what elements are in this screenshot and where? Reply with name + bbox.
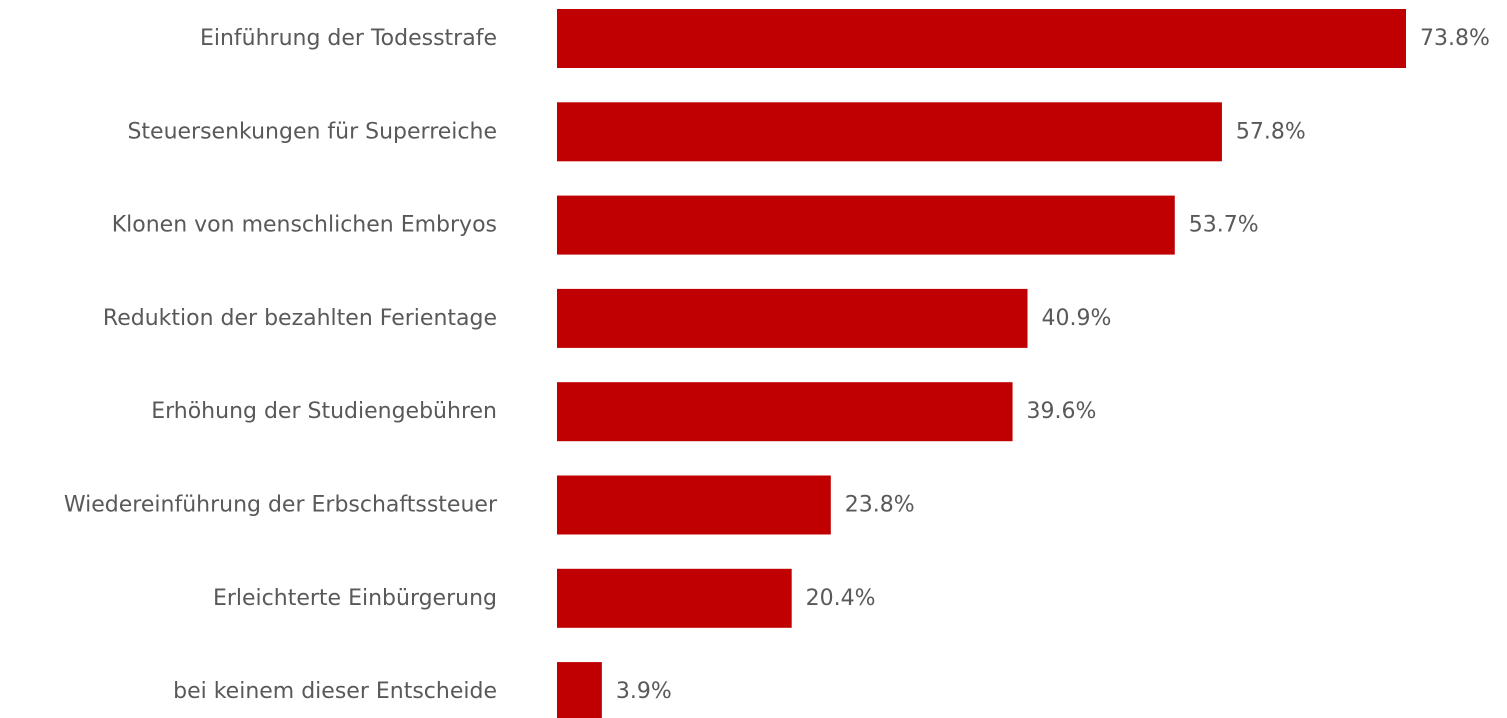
bar — [557, 382, 1013, 442]
bar — [557, 195, 1175, 255]
value-label: 3.9% — [616, 679, 672, 704]
bar — [557, 102, 1222, 162]
bar — [557, 662, 602, 718]
value-label: 23.8% — [845, 493, 915, 518]
bar — [557, 9, 1406, 68]
value-label: 40.9% — [1042, 306, 1112, 331]
category-label: Reduktion der bezahlten Ferientage — [103, 306, 497, 331]
value-label: 20.4% — [806, 586, 876, 611]
category-label: Steuersenkungen für Superreiche — [127, 119, 497, 144]
bar — [557, 475, 831, 535]
category-label: Wiedereinführung der Erbschaftssteuer — [64, 493, 498, 518]
category-label: Erleichterte Einbürgerung — [213, 586, 497, 611]
bar — [557, 288, 1028, 348]
bar — [557, 568, 792, 628]
value-labels-group: 73.8% 57.8% 53.7% 40.9% 39.6% 23.8% 20.4% 3.9% — [616, 26, 1490, 704]
category-label: Erhöhung der Studiengebühren — [151, 399, 497, 424]
value-label: 39.6% — [1027, 399, 1097, 424]
category-labels-group: Einführung der Todesstrafe Steuersenkunge… — [64, 26, 498, 704]
value-label: 57.8% — [1236, 119, 1306, 144]
value-label: 53.7% — [1189, 213, 1259, 238]
category-label: Einführung der Todesstrafe — [200, 26, 497, 51]
category-label: Klonen von menschlichen Embryos — [112, 213, 497, 238]
category-label: bei keinem dieser Entscheide — [173, 679, 497, 704]
bars-group — [557, 9, 1406, 718]
value-label: 73.8% — [1420, 26, 1490, 51]
